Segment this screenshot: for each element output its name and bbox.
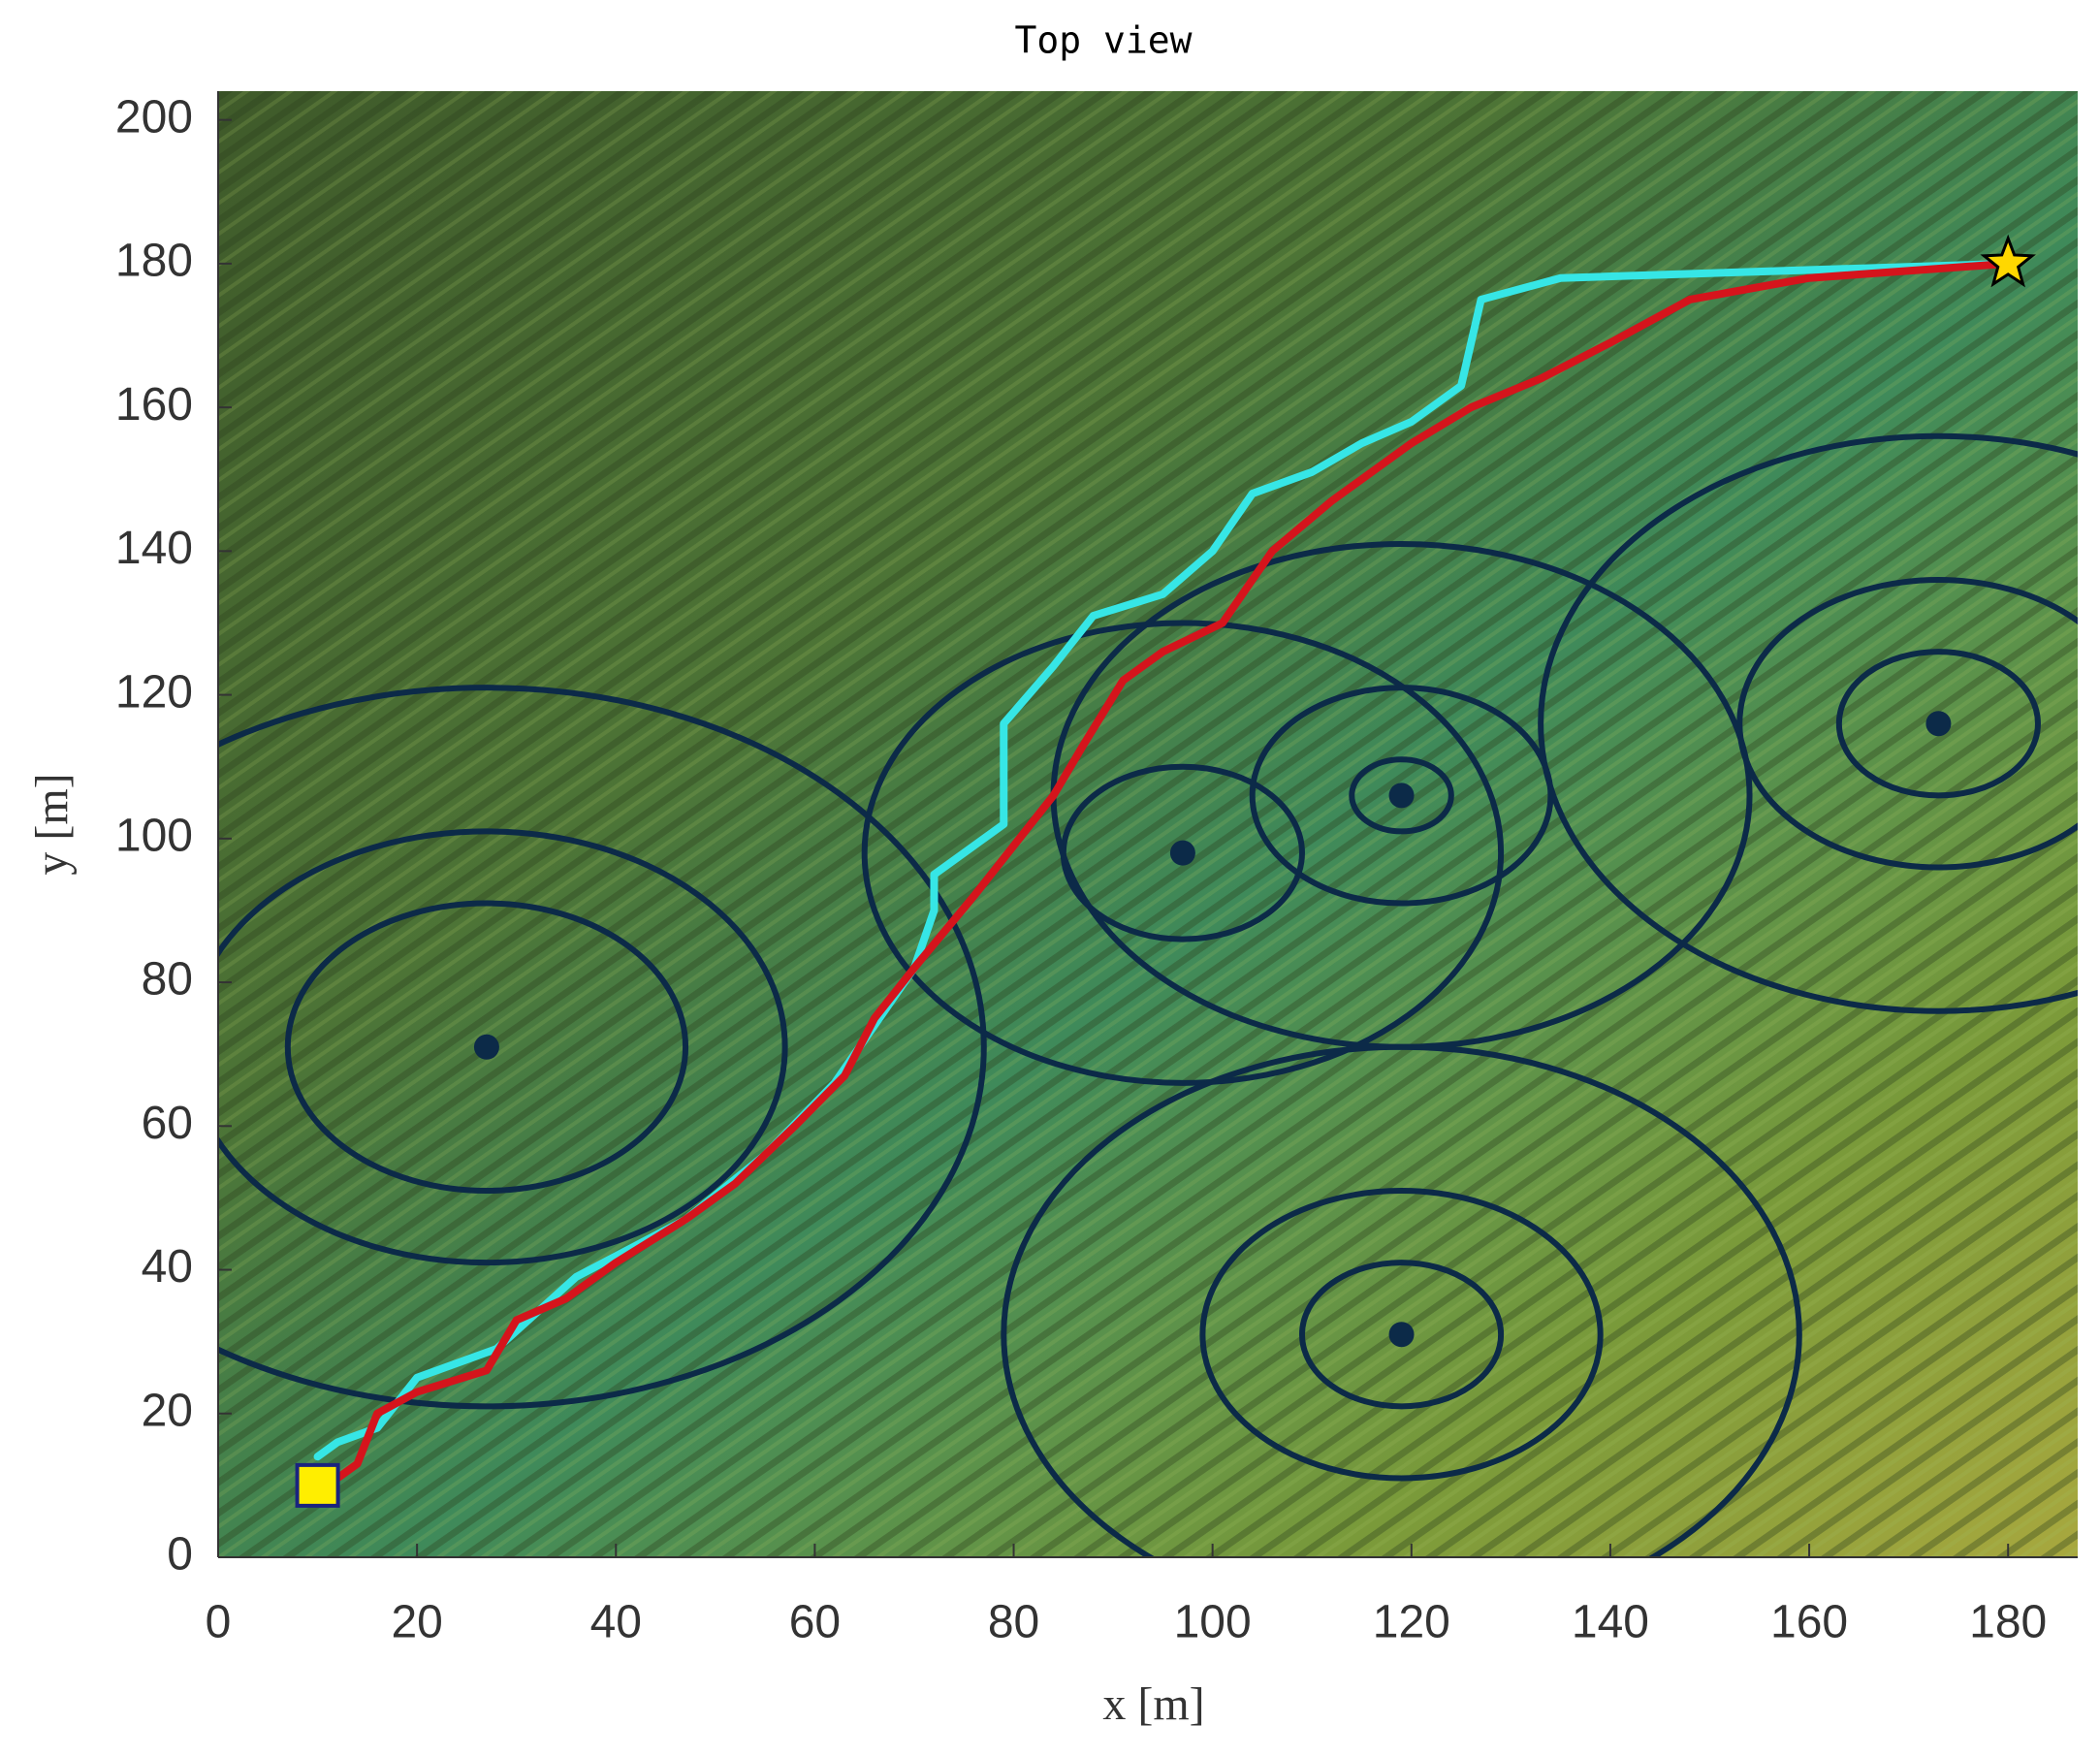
start-marker — [295, 1462, 340, 1508]
y-tick-label: 40 — [142, 1241, 193, 1293]
y-tick-label: 160 — [115, 379, 193, 431]
x-tick-label: 140 — [1572, 1597, 1649, 1648]
y-tick-label: 120 — [115, 666, 193, 718]
threat-ring — [284, 900, 689, 1194]
y-tick-label: 200 — [115, 91, 193, 143]
threat-center — [1925, 711, 1952, 737]
threat-ring — [218, 828, 788, 1266]
threat-ring — [1298, 1260, 1505, 1410]
y-tick-label: 20 — [142, 1385, 193, 1436]
x-tick-label: 20 — [391, 1597, 442, 1648]
plot-area — [218, 259, 2078, 1557]
y-tick-label: 140 — [115, 523, 193, 574]
y-tick-label: 0 — [167, 1529, 193, 1581]
x-tick-label: 60 — [789, 1597, 841, 1648]
x-tick-label: 180 — [1969, 1597, 2047, 1648]
threat-center — [1388, 783, 1415, 809]
threat-ring — [1349, 756, 1454, 835]
x-axis-label: x [m] — [1102, 1678, 1204, 1730]
path-line — [313, 259, 2013, 1461]
chart-title: Top view — [1014, 19, 1192, 62]
threat-ring — [1199, 1188, 1604, 1482]
y-tick-label: 60 — [142, 1098, 193, 1149]
threat-ring — [1001, 1043, 1802, 1557]
threat-ring — [1835, 649, 2041, 799]
x-tick-label: 80 — [988, 1597, 1039, 1648]
x-tick-label: 0 — [206, 1597, 232, 1648]
axes: 0 20 40 60 80 100 120 140 160 180 0 20 40 60 80 100 120 1… — [115, 91, 2078, 1648]
goal-marker — [1980, 234, 2036, 288]
y-tick-label: 180 — [115, 236, 193, 287]
path-line — [323, 259, 2013, 1489]
threat-ring — [1736, 577, 2078, 871]
x-tick-label: 100 — [1174, 1597, 1252, 1648]
y-axis-label: y [m] — [26, 773, 78, 875]
x-tick-label: 160 — [1770, 1597, 1848, 1648]
x-tick-label: 120 — [1373, 1597, 1450, 1648]
threat-center — [1169, 840, 1195, 866]
threat-ring — [861, 620, 1505, 1086]
threat-center — [1388, 1322, 1415, 1348]
threat-ring — [218, 685, 987, 1410]
threat-ring — [1538, 432, 2078, 1014]
y-tick-label: 100 — [115, 810, 193, 861]
threat-center — [473, 1034, 499, 1060]
x-tick-label: 40 — [590, 1597, 642, 1648]
y-tick-label: 80 — [142, 954, 193, 1006]
